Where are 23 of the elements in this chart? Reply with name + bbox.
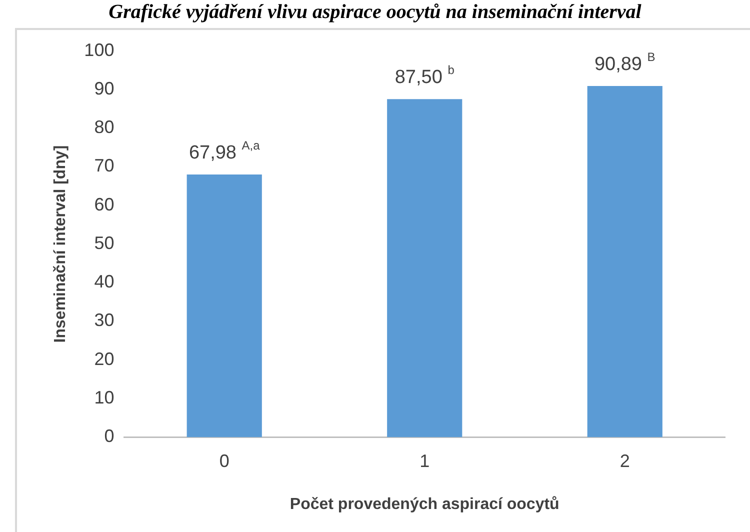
y-tick-label: 80 (94, 117, 114, 138)
chart-title: Grafické vyjádření vlivu aspirace oocytů na inseminační interval (108, 0, 642, 24)
y-axis-title: Inseminační interval [dny] (52, 145, 70, 343)
y-tick-label: 0 (104, 426, 114, 446)
y-tick-label: 50 (94, 232, 114, 253)
y-tick-label: 20 (94, 348, 114, 369)
y-tick-label: 70 (94, 156, 114, 176)
y-tick-label: 60 (94, 194, 114, 214)
bar (587, 86, 662, 438)
data-label: 87,50 b (394, 63, 455, 88)
y-tick-label: 90 (94, 78, 114, 98)
bar (387, 99, 462, 438)
y-tick-label: 10 (94, 388, 114, 408)
y-tick-label: 30 (94, 310, 114, 330)
y-tick-label: 100 (84, 40, 114, 60)
bar (186, 174, 262, 438)
y-tick-label: 40 (94, 272, 114, 292)
x-tick-label: 0 (219, 450, 230, 471)
data-label: 67,98 A,a (188, 138, 260, 164)
x-tick-label: 2 (620, 450, 630, 471)
x-tick-label: 1 (420, 450, 430, 471)
data-label: 90,89 B (594, 50, 656, 75)
x-axis-title: Počet provedených aspirací oocytů (290, 496, 560, 513)
